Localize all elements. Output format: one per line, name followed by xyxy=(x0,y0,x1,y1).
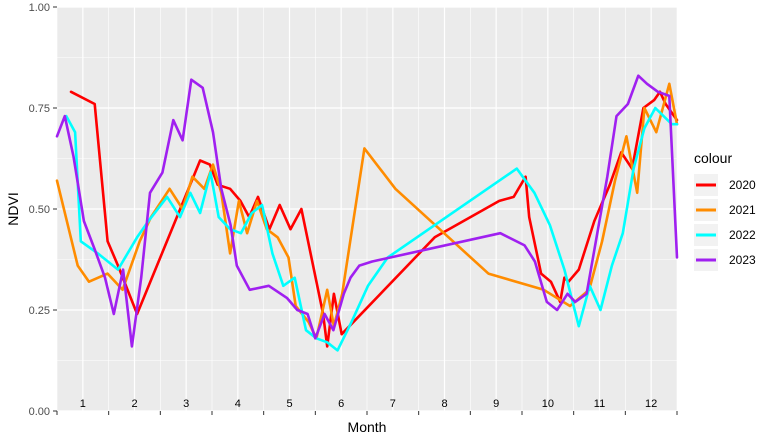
month-label: 5 xyxy=(286,398,292,410)
month-label: 8 xyxy=(441,398,447,410)
month-label: 9 xyxy=(493,398,499,410)
legend-label-2023: 2023 xyxy=(729,253,756,267)
legend: colour 2020 2021 2022 2023 xyxy=(694,150,756,271)
series-line-2022 xyxy=(65,106,679,352)
month-label: 1 xyxy=(80,398,86,410)
month-label: 4 xyxy=(235,398,241,410)
y-axis-title: NDVI xyxy=(5,192,21,225)
y-axis: 0.00 0.25 0.50 0.75 1.00 xyxy=(29,2,57,418)
series-line-2020 xyxy=(69,90,679,348)
series-lines xyxy=(55,74,679,352)
month-label: 7 xyxy=(390,398,396,410)
x-axis xyxy=(56,411,678,415)
legend-label-2021: 2021 xyxy=(729,203,756,217)
series-line-2023 xyxy=(55,74,679,348)
month-label: 6 xyxy=(338,398,344,410)
month-label: 2 xyxy=(131,398,137,410)
month-label: 3 xyxy=(183,398,189,410)
month-label: 11 xyxy=(594,398,605,410)
month-label: 10 xyxy=(542,398,554,410)
y-tick-label: 0.00 xyxy=(29,406,50,418)
month-labels: 1 2 3 4 5 6 7 8 9 10 11 12 xyxy=(80,398,658,410)
x-axis-title: Month xyxy=(348,419,387,435)
legend-title: colour xyxy=(694,150,732,166)
y-tick-label: 0.50 xyxy=(29,204,50,216)
y-tick-label: 0.75 xyxy=(29,103,50,115)
month-label: 12 xyxy=(645,398,657,410)
y-tick-label: 1.00 xyxy=(29,2,50,14)
y-tick-label: 0.25 xyxy=(29,305,50,317)
legend-label-2020: 2020 xyxy=(729,178,756,192)
legend-label-2022: 2022 xyxy=(729,228,756,242)
series-line-2021 xyxy=(55,82,679,340)
